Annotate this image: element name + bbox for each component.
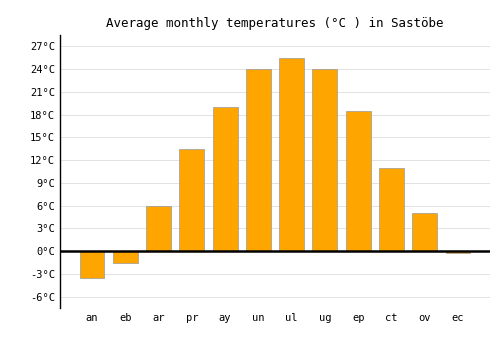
Bar: [246, 69, 271, 251]
Bar: [379, 168, 404, 251]
Bar: [279, 58, 304, 251]
Title: Average monthly temperatures (°C ) in Sastöbe: Average monthly temperatures (°C ) in Sa…: [106, 17, 444, 30]
Bar: [113, 251, 138, 262]
Bar: [80, 251, 104, 278]
Bar: [446, 251, 470, 253]
Bar: [180, 149, 204, 251]
Bar: [312, 69, 338, 251]
Bar: [412, 213, 437, 251]
Bar: [212, 107, 238, 251]
Bar: [346, 111, 370, 251]
Bar: [146, 206, 171, 251]
